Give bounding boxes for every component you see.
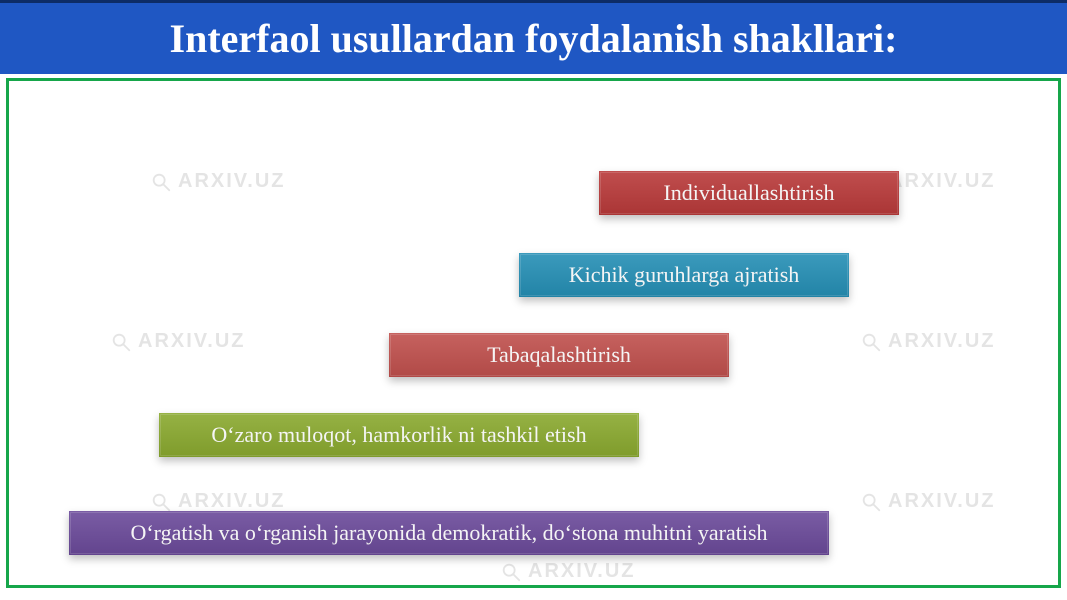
content-frame: Individuallashtirish Kichik guruhlarga a… <box>6 78 1061 588</box>
box-ozaro-muloqot: O‘zaro muloqot, hamkorlik ni tashkil eti… <box>159 413 639 457</box>
box-individuallashtirish: Individuallashtirish <box>599 171 899 215</box>
box-label: O‘rgatish va o‘rganish jarayonida demokr… <box>130 520 767 546</box>
box-label: Individuallashtirish <box>663 180 834 206</box>
box-kichik-guruhlarga: Kichik guruhlarga ajratish <box>519 253 849 297</box>
box-label: Kichik guruhlarga ajratish <box>569 262 800 288</box>
box-orgatish-organish: O‘rgatish va o‘rganish jarayonida demokr… <box>69 511 829 555</box>
slide-header: Interfaol usullardan foydalanish shaklla… <box>0 0 1067 74</box>
box-label: O‘zaro muloqot, hamkorlik ni tashkil eti… <box>211 422 586 448</box>
box-label: Tabaqalashtirish <box>487 342 631 368</box>
box-tabaqalashtirish: Tabaqalashtirish <box>389 333 729 377</box>
slide-title: Interfaol usullardan foydalanish shaklla… <box>170 15 898 62</box>
